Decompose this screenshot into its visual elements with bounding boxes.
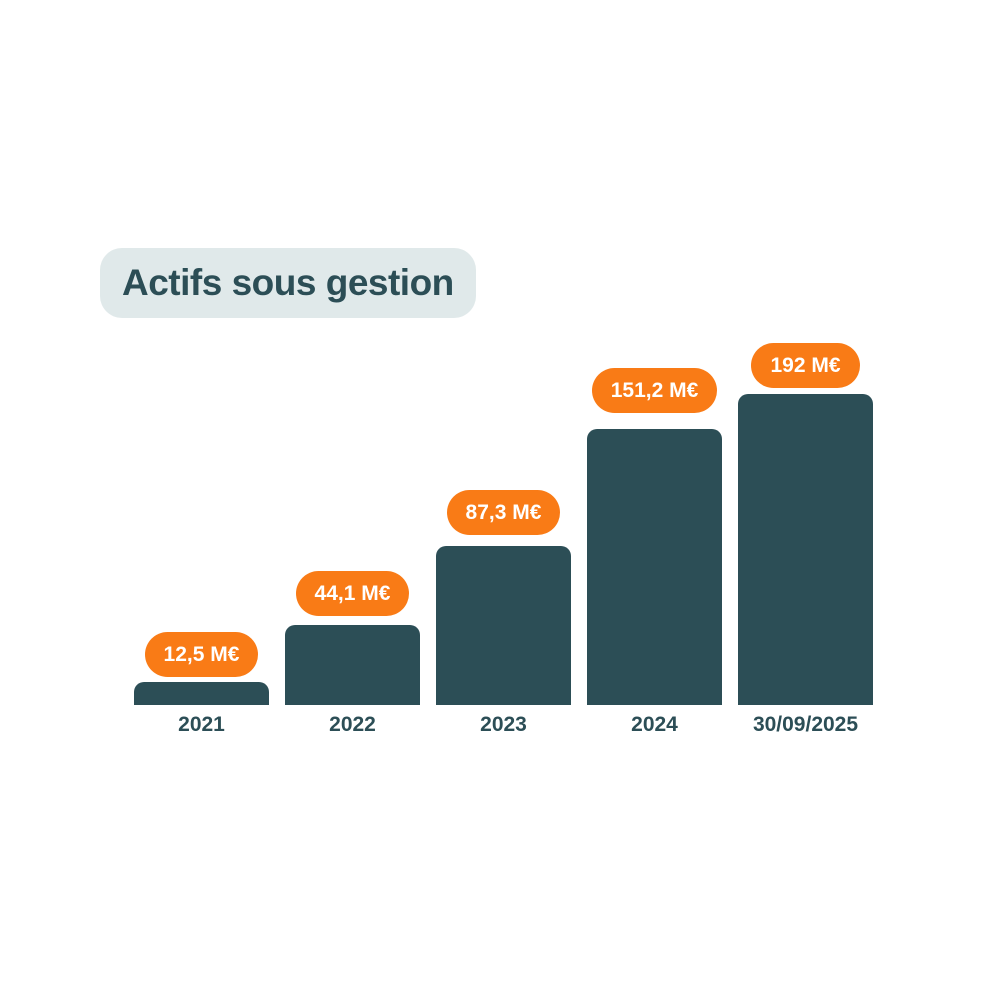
bar-group-30/09/2025: 192 M€ 30/09/2025 bbox=[738, 343, 873, 739]
bar-group-2024: 151,2 M€ 2024 bbox=[587, 368, 722, 739]
value-pill: 12,5 M€ bbox=[144, 632, 259, 677]
category-label: 2024 bbox=[631, 713, 678, 736]
category-label: 30/09/2025 bbox=[752, 713, 859, 736]
category-label: 2021 bbox=[178, 713, 225, 736]
value-pill: 87,3 M€ bbox=[446, 490, 561, 535]
bar bbox=[285, 625, 420, 705]
bar bbox=[587, 429, 722, 705]
bar bbox=[134, 682, 269, 705]
bar bbox=[436, 546, 571, 705]
value-pill: 44,1 M€ bbox=[295, 571, 410, 616]
bar-group-2022: 44,1 M€ 2022 bbox=[285, 571, 420, 739]
bar-group-2023: 87,3 M€ 2023 bbox=[436, 490, 571, 739]
chart-title-chip: Actifs sous gestion bbox=[100, 248, 476, 318]
bar-chart: 12,5 M€ 2021 44,1 M€ 2022 87,3 M€ 2023 151,2 M… bbox=[134, 343, 873, 739]
category-label: 2022 bbox=[329, 713, 376, 736]
value-pill: 192 M€ bbox=[751, 343, 860, 388]
bar bbox=[738, 394, 873, 705]
bar-group-2021: 12,5 M€ 2021 bbox=[134, 632, 269, 739]
category-label: 2023 bbox=[480, 713, 527, 736]
value-pill: 151,2 M€ bbox=[591, 368, 718, 413]
chart-title: Actifs sous gestion bbox=[122, 262, 454, 303]
